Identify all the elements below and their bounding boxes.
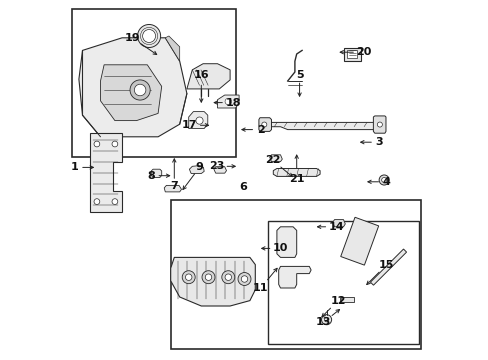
Polygon shape bbox=[89, 133, 122, 212]
Circle shape bbox=[205, 274, 211, 280]
Circle shape bbox=[182, 271, 195, 284]
Circle shape bbox=[185, 274, 192, 280]
Text: 6: 6 bbox=[238, 182, 246, 192]
Text: 5: 5 bbox=[295, 70, 303, 80]
Circle shape bbox=[261, 122, 266, 127]
Circle shape bbox=[377, 122, 382, 127]
Text: 10: 10 bbox=[272, 243, 287, 253]
Circle shape bbox=[378, 175, 388, 185]
Polygon shape bbox=[213, 167, 226, 173]
Text: 13: 13 bbox=[315, 317, 331, 327]
Text: 14: 14 bbox=[328, 222, 344, 232]
Text: 23: 23 bbox=[208, 161, 224, 171]
Polygon shape bbox=[79, 38, 186, 137]
Text: 20: 20 bbox=[356, 47, 371, 57]
Text: 3: 3 bbox=[375, 137, 383, 147]
Circle shape bbox=[224, 98, 231, 105]
Text: 2: 2 bbox=[256, 125, 264, 135]
Polygon shape bbox=[101, 65, 162, 121]
Circle shape bbox=[134, 84, 145, 96]
Circle shape bbox=[202, 271, 215, 284]
Text: 19: 19 bbox=[124, 33, 140, 43]
Bar bbox=[267, 221, 418, 344]
Polygon shape bbox=[188, 112, 207, 129]
Text: 1: 1 bbox=[71, 162, 78, 172]
Bar bbox=[339, 297, 354, 302]
Circle shape bbox=[321, 315, 331, 325]
Circle shape bbox=[112, 141, 118, 147]
Bar bbox=[72, 9, 235, 157]
Text: 12: 12 bbox=[330, 296, 345, 306]
Polygon shape bbox=[276, 227, 296, 257]
Bar bbox=[170, 200, 420, 349]
Circle shape bbox=[324, 318, 328, 322]
Text: 8: 8 bbox=[147, 171, 155, 181]
Circle shape bbox=[94, 141, 100, 147]
Polygon shape bbox=[340, 217, 378, 265]
Polygon shape bbox=[332, 220, 345, 227]
Polygon shape bbox=[373, 116, 385, 133]
Circle shape bbox=[238, 273, 250, 285]
Text: 22: 22 bbox=[264, 155, 280, 165]
Circle shape bbox=[94, 199, 100, 204]
Text: 4: 4 bbox=[382, 177, 390, 187]
Polygon shape bbox=[217, 95, 239, 108]
Text: 16: 16 bbox=[193, 69, 209, 80]
Polygon shape bbox=[164, 185, 181, 192]
Circle shape bbox=[222, 271, 234, 284]
Polygon shape bbox=[370, 249, 406, 285]
Polygon shape bbox=[165, 36, 179, 61]
Text: 21: 21 bbox=[288, 174, 304, 184]
Circle shape bbox=[137, 24, 160, 48]
Circle shape bbox=[196, 117, 203, 124]
Bar bbox=[343, 48, 360, 61]
Text: 9: 9 bbox=[195, 162, 203, 172]
Polygon shape bbox=[273, 168, 320, 176]
Circle shape bbox=[130, 80, 150, 100]
Circle shape bbox=[112, 199, 118, 204]
Polygon shape bbox=[278, 266, 310, 288]
Text: 7: 7 bbox=[170, 181, 178, 192]
Polygon shape bbox=[269, 155, 282, 162]
Circle shape bbox=[142, 30, 155, 42]
Circle shape bbox=[241, 276, 247, 282]
Circle shape bbox=[224, 274, 231, 280]
Text: 15: 15 bbox=[378, 260, 394, 270]
Polygon shape bbox=[258, 118, 271, 131]
Polygon shape bbox=[186, 64, 230, 89]
Text: 11: 11 bbox=[252, 283, 268, 293]
Circle shape bbox=[381, 177, 386, 183]
Polygon shape bbox=[170, 257, 255, 306]
Polygon shape bbox=[189, 166, 204, 174]
Polygon shape bbox=[151, 169, 162, 177]
Polygon shape bbox=[260, 122, 379, 130]
Bar bbox=[346, 50, 356, 58]
Text: 18: 18 bbox=[225, 98, 240, 108]
Text: 17: 17 bbox=[182, 120, 197, 130]
